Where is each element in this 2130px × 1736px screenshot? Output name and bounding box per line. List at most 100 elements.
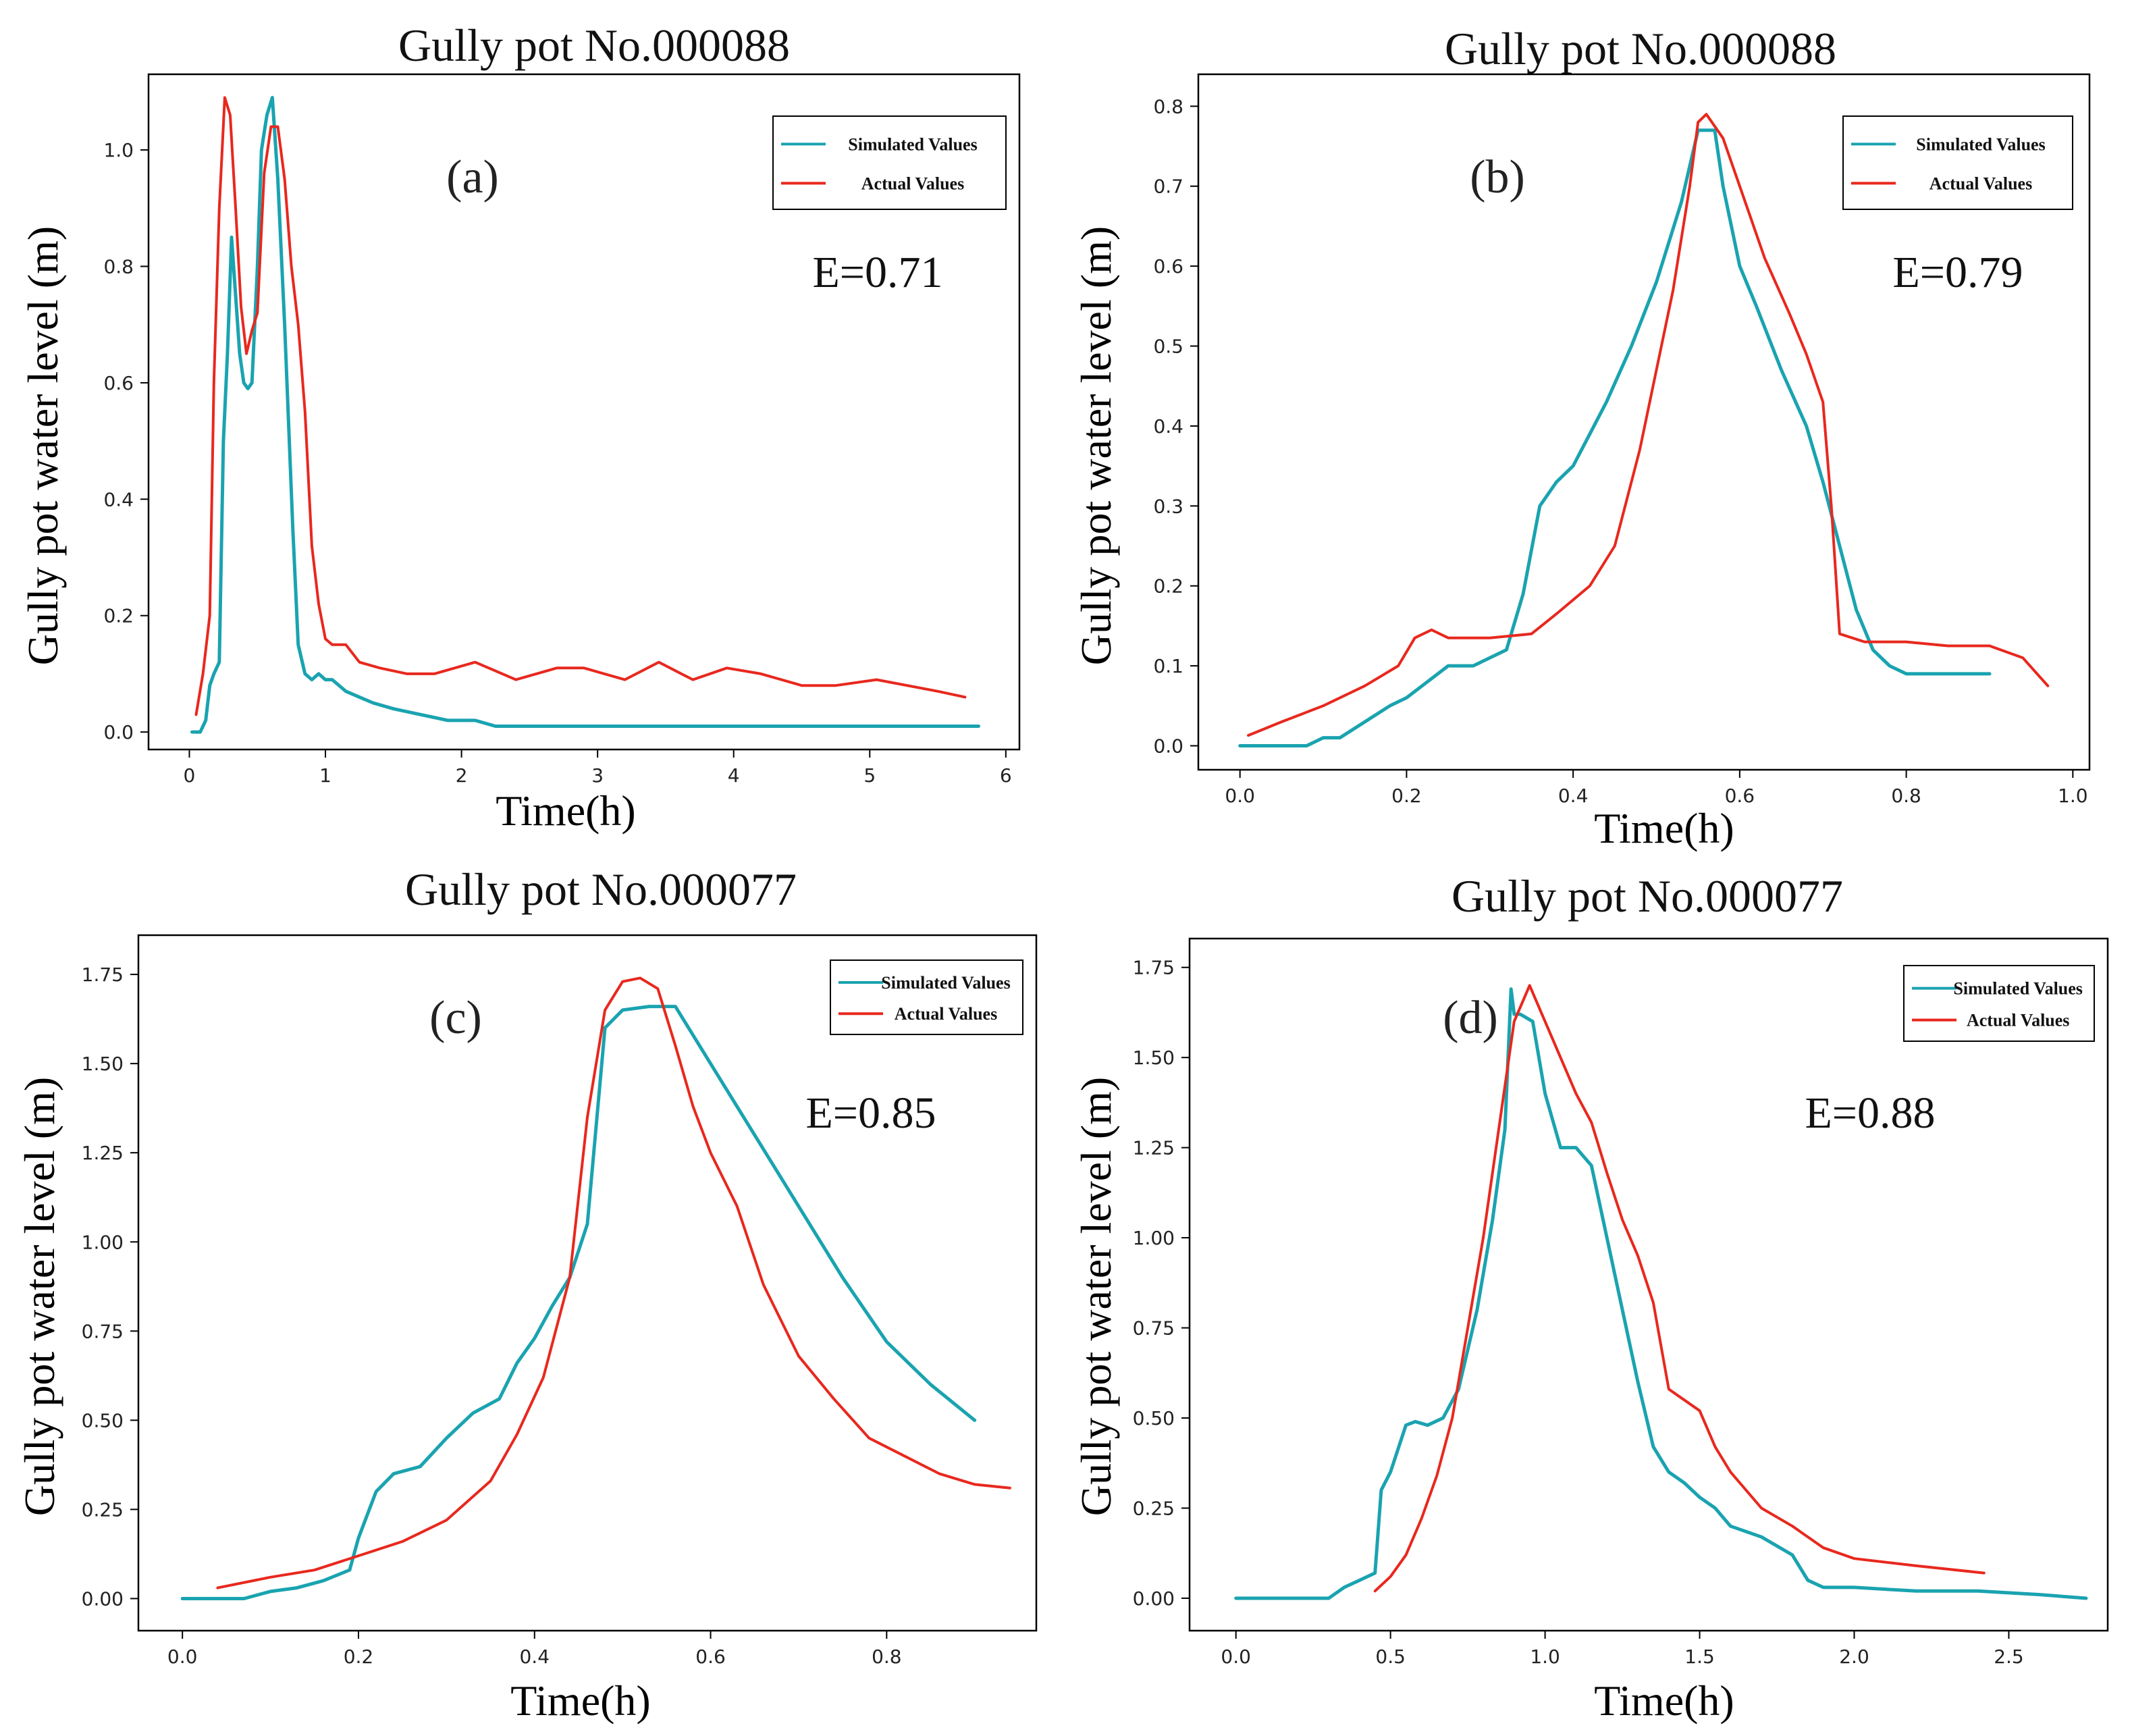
x-tick-label: 1.0 [1530,1646,1560,1668]
x-axis-label: Time(h) [1594,1677,1734,1725]
legend-label-simulated: Simulated Values [881,973,1010,993]
plot-frame [1197,73,2091,771]
y-axis-label: Gully pot water level (m) [1072,226,1120,665]
legend-label-simulated: Simulated Values [1916,134,2045,154]
y-tick-label: 1.50 [1133,1047,1175,1069]
efficiency-annotation: E=0.71 [812,248,942,297]
y-tick-label: 1.25 [1133,1137,1175,1159]
plot-frame [1188,937,2109,1632]
plot-frame [137,934,1038,1632]
y-tick-label: 0.2 [1153,575,1183,598]
y-tick-label: 0.8 [103,255,134,278]
x-tick-label: 2 [456,764,468,787]
chart-title: Gully pot No.000077 [1452,870,1843,922]
legend-box [830,959,1023,1035]
simulated-values-line [1234,987,2088,1600]
x-tick-label: 3 [591,764,604,787]
y-tick-label: 1.25 [82,1142,124,1164]
x-tick-label: 1 [319,764,331,787]
y-tick-label: 0.00 [1133,1587,1175,1610]
x-tick-label: 1.0 [2058,785,2088,807]
x-tick-label: 0.2 [1391,785,1422,807]
actual-values-line [1247,113,2050,737]
y-tick-label: 0.0 [103,721,134,743]
y-tick-label: 0.00 [82,1587,124,1610]
panel-label: (c) [429,992,482,1044]
legend-label-actual: Actual Values [1967,1011,2069,1030]
chart-title: Gully pot No.000088 [1445,23,1836,74]
x-tick-label: 5 [863,764,876,787]
x-axis-label: Time(h) [510,1677,650,1725]
legend-box [1842,115,2073,210]
x-tick-label: 0.0 [1225,785,1255,807]
x-tick-label: 0 [184,764,196,787]
y-axis-label: Gully pot water level (m) [1072,1077,1120,1516]
x-tick-label: 0.8 [872,1646,902,1668]
x-tick-label: 2.5 [1994,1646,2024,1668]
y-tick-label: 1.00 [1133,1227,1175,1249]
simulated-values-line [180,1005,977,1600]
chart-title: Gully pot No.000088 [398,20,790,71]
simulated-values-line [1238,128,1992,747]
efficiency-annotation: E=0.88 [1805,1088,1935,1138]
y-axis-label: Gully pot water level (m) [16,1077,63,1516]
y-tick-label: 0.0 [1153,735,1183,757]
y-tick-label: 0.25 [1133,1497,1175,1519]
y-tick-label: 0.5 [1153,336,1183,358]
actual-values-line [216,976,1011,1589]
simulated-values-line [190,96,980,734]
chart-a: Gully pot No.000088 0 1 2 3 4 5 6 0.0 0.2 0.4 0.6 0.… [19,20,1021,835]
y-tick-label: 0.6 [103,372,134,394]
x-tick-label: 0.0 [167,1646,198,1668]
x-tick-label: 2.0 [1839,1646,1869,1668]
y-tick-label: 0.8 [1153,95,1183,117]
y-tick-label: 0.4 [1153,415,1183,438]
legend-label-actual: Actual Values [895,1004,997,1024]
chart-title: Gully pot No.000077 [405,864,797,915]
y-tick-label: 0.6 [1153,255,1183,278]
chart-c: Gully pot No.000077 0.0 0.2 0.4 0.6 0.8 0.00 0.… [16,864,1038,1725]
x-tick-label: 4 [728,764,740,787]
x-tick-label: 0.2 [344,1646,374,1668]
x-tick-label: 0.6 [1725,785,1755,807]
y-tick-label: 0.1 [1153,655,1183,677]
x-tick-label: 1.5 [1684,1646,1715,1668]
legend-box [1903,965,2095,1042]
y-tick-label: 0.4 [103,488,134,510]
y-tick-label: 0.2 [103,605,134,627]
legend-label-simulated: Simulated Values [1953,979,2082,999]
y-tick-label: 1.0 [103,139,134,161]
y-tick-label: 0.25 [82,1498,124,1521]
y-axis-label: Gully pot water level (m) [19,226,67,665]
actual-values-line [1373,984,1986,1593]
plot-frame [147,73,1021,751]
x-tick-label: 0.4 [519,1646,550,1668]
y-tick-label: 0.3 [1153,495,1183,517]
chart-d: Gully pot No.000077 0.0 0.5 1.0 1.5 2.0 2.5 0.0… [1072,870,2109,1725]
y-tick-label: 0.75 [1133,1317,1175,1340]
efficiency-annotation: E=0.85 [805,1088,936,1138]
y-tick-label: 0.50 [1133,1407,1175,1429]
legend-label-actual: Actual Values [1929,174,2032,193]
x-tick-label: 0.4 [1558,785,1589,807]
y-tick-label: 1.00 [82,1231,124,1253]
panel-label: (d) [1443,992,1498,1044]
y-tick-label: 0.7 [1153,176,1183,198]
x-tick-label: 0.6 [695,1646,726,1668]
panel-label: (b) [1470,151,1525,203]
x-tick-label: 0.0 [1221,1646,1251,1668]
y-tick-label: 1.75 [1133,957,1175,979]
y-tick-label: 0.50 [82,1409,124,1431]
x-axis-label: Time(h) [496,787,635,835]
chart-b: Gully pot No.000088 0.0 0.2 0.4 0.6 0.8 1.0 0.0… [1072,23,2091,852]
x-tick-label: 0.5 [1375,1646,1406,1668]
x-tick-label: 0.8 [1891,785,1921,807]
efficiency-annotation: E=0.79 [1892,248,2023,297]
actual-values-line [194,96,967,716]
y-tick-label: 1.75 [82,964,124,986]
panel-label: (a) [446,151,499,203]
legend-label-actual: Actual Values [861,174,964,193]
legend-box [772,115,1007,210]
x-axis-label: Time(h) [1594,804,1734,852]
